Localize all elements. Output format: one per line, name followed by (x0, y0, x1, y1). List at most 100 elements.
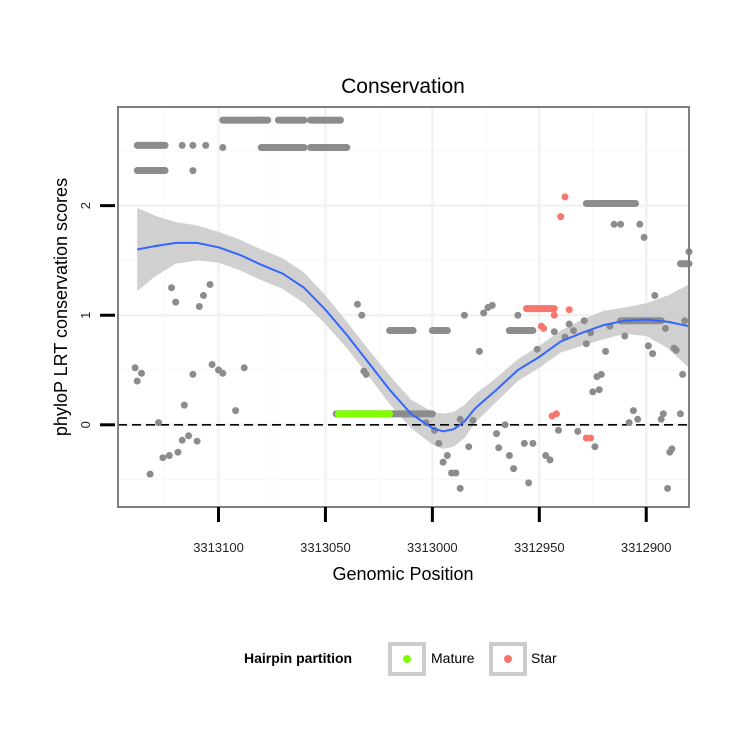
data-point-other (208, 361, 216, 368)
data-point-other (219, 144, 227, 151)
data-point-other (580, 317, 588, 325)
data-point-other (189, 370, 197, 378)
plot-area: 3313100 3313050 3313000 3312950 3312900 0 1 2 (78, 106, 693, 555)
data-point-other (219, 369, 227, 377)
data-point-other (469, 416, 477, 424)
plot-panel (118, 107, 689, 507)
data-point-other (493, 430, 500, 438)
data-point-other (146, 470, 154, 478)
data-point-other (565, 320, 573, 328)
x-tick-label: 3313000 (407, 540, 458, 555)
data-point-other (480, 309, 488, 317)
data-point-star (557, 213, 565, 221)
x-tick-label: 3313050 (300, 540, 351, 555)
data-point-other (358, 311, 366, 319)
data-point-other (595, 386, 603, 394)
data-point-other (165, 452, 173, 459)
data-point-other (495, 444, 503, 452)
data-point-other (180, 401, 188, 409)
x-tick-label: 3312900 (621, 540, 672, 555)
confidence-band (137, 207, 689, 449)
data-point-other (542, 452, 550, 459)
data-point-other (155, 419, 163, 427)
data-point-other (475, 347, 483, 355)
data-point-other (232, 407, 240, 415)
data-point-other (189, 141, 197, 149)
data-point-star (565, 306, 573, 314)
data-point-other (625, 419, 633, 427)
data-point-other (200, 292, 207, 299)
data-point-other (456, 484, 464, 492)
data-point-other (546, 456, 554, 464)
data-point-other (610, 220, 618, 228)
data-point-other (664, 484, 672, 492)
data-point-other (193, 437, 201, 445)
data-point-other (460, 311, 468, 319)
data-point-other (525, 479, 533, 487)
data-point-other (439, 458, 447, 466)
data-point-other (651, 292, 659, 299)
smooth-fit-line (137, 241, 690, 433)
data-point-other (574, 427, 582, 435)
data-point-other (456, 415, 464, 423)
y-axis-label: phyloP LRT conservation scores (51, 178, 71, 436)
legend: Hairpin partition Mature Star (244, 642, 557, 676)
plot-border (117, 106, 690, 508)
data-point-other (659, 410, 667, 418)
data-point-other (501, 421, 509, 429)
legend-title: Hairpin partition (244, 650, 352, 666)
data-point-other (550, 328, 558, 336)
data-point-other (520, 439, 528, 447)
data-point-other (174, 448, 182, 456)
data-point-other (555, 426, 562, 434)
data-point-other (602, 347, 610, 355)
data-point-other (662, 324, 669, 332)
data-point-other (168, 284, 175, 292)
data-point-other (354, 300, 361, 308)
data-point-other (257, 116, 265, 124)
data-point-other (589, 388, 597, 396)
x-axis-label: Genomic Position (332, 564, 473, 584)
legend-label-mature: Mature (431, 650, 475, 666)
data-point-other (189, 167, 197, 175)
data-point-other (636, 220, 644, 228)
data-point-other (591, 443, 599, 451)
data-point-other (514, 311, 522, 319)
data-point-other (202, 141, 210, 149)
data-point-other (443, 452, 451, 459)
data-point-other (159, 454, 167, 462)
data-point-other (240, 364, 248, 372)
data-point-other (362, 370, 370, 378)
data-point-other (570, 327, 577, 335)
data-point-other (452, 469, 460, 477)
data-point-other (657, 415, 665, 423)
data-point-other (533, 345, 541, 353)
legend-dot-star (504, 655, 512, 663)
data-point-other (138, 369, 145, 377)
data-point-star (587, 434, 595, 442)
data-point-other (676, 410, 684, 418)
data-point-other (681, 317, 689, 325)
data-point-other (529, 439, 537, 447)
data-point-other (672, 346, 680, 354)
data-point-other (206, 281, 214, 288)
data-point-other (133, 377, 141, 385)
data-point-other (131, 364, 139, 372)
data-point-other (435, 439, 443, 447)
data-point-other (621, 332, 629, 340)
x-tick-label: 3312950 (514, 540, 565, 555)
data-point-star (561, 193, 569, 201)
data-point-star (552, 410, 560, 418)
data-point-other (668, 445, 676, 453)
data-point-other (172, 298, 180, 306)
data-point-other (195, 303, 203, 310)
chart-title: Conservation (341, 75, 465, 98)
data-point-other (505, 452, 513, 459)
data-point-other (510, 465, 518, 473)
legend-key-star (489, 642, 527, 676)
legend-label-star: Star (531, 650, 557, 666)
y-tick-label: 2 (78, 202, 93, 209)
data-point-other (185, 432, 193, 440)
x-tick-label: 3313100 (193, 540, 244, 555)
